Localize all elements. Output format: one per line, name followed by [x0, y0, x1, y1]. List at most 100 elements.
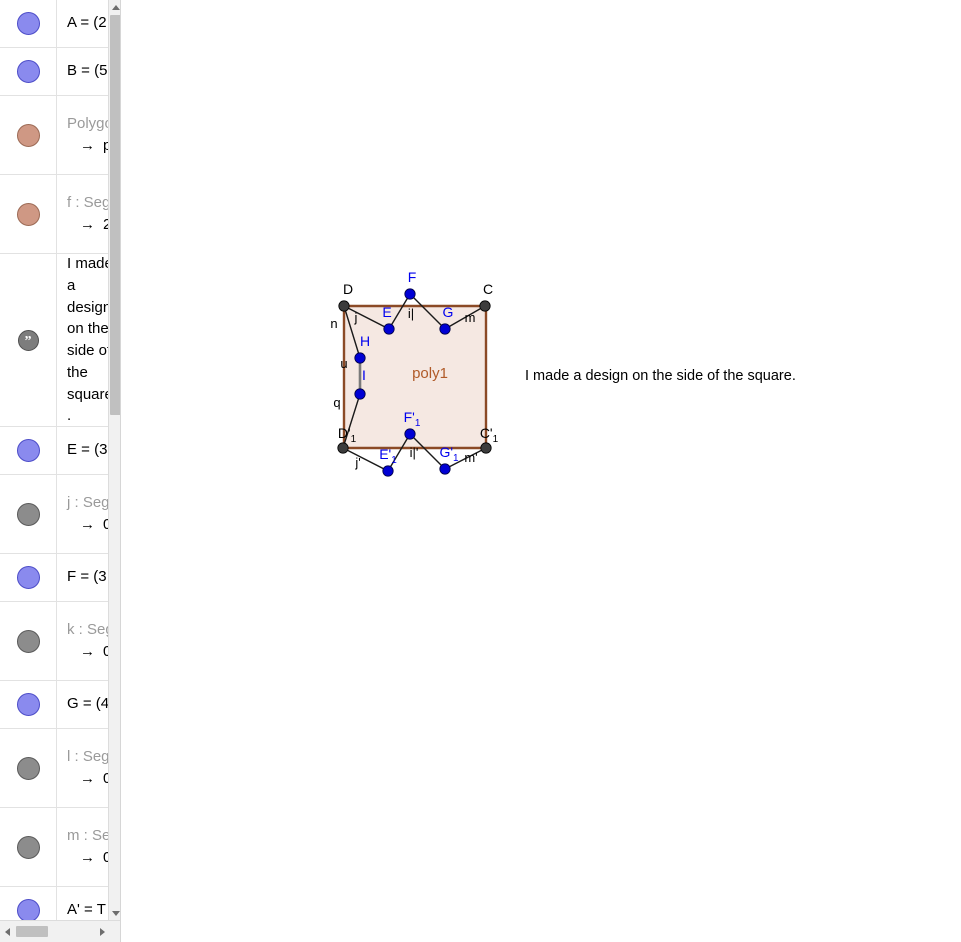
algebra-row[interactable]: m : Se→0 [0, 808, 108, 887]
point-C[interactable] [479, 300, 491, 312]
polygon-fill[interactable] [344, 306, 486, 448]
object-visibility-icon[interactable] [16, 566, 40, 589]
algebra-row[interactable]: f : Seg→2 [0, 175, 108, 254]
visibility-toggle-cell[interactable] [0, 554, 57, 601]
point-E[interactable] [383, 323, 395, 335]
segment-i[interactable] [388, 293, 411, 330]
point-Gp[interactable] [439, 463, 451, 475]
segment-label-ijp: i|' [410, 445, 419, 460]
algebra-row-content[interactable]: E = (3 [57, 435, 108, 465]
point-Ep[interactable] [382, 465, 394, 477]
point-H[interactable] [354, 352, 366, 364]
point-label-text: C' [480, 425, 493, 441]
object-visibility-icon[interactable] [16, 693, 40, 716]
algebra-row-content[interactable]: Polygo→p [57, 109, 108, 161]
point-Fp[interactable] [404, 428, 416, 440]
segment-m[interactable] [444, 305, 486, 330]
object-visibility-icon[interactable] [16, 439, 40, 462]
graphics-view-panel[interactable]: poly1 n j i| m u q j' i|' m' D C D'1 C'1 E F G H I E'1 F'1 G'… [122, 0, 961, 942]
horizontal-scrollbar-thumb[interactable] [16, 926, 48, 937]
visibility-toggle-cell[interactable] [0, 96, 57, 174]
object-visibility-icon[interactable] [16, 502, 40, 526]
algebra-row-content[interactable]: l : Seg→0 [57, 742, 108, 794]
algebra-row-content[interactable]: j : Seg→0 [57, 488, 108, 540]
point-D[interactable] [338, 300, 350, 312]
object-visibility-icon[interactable] [16, 60, 40, 83]
point-Cp[interactable] [480, 442, 492, 454]
point-Dp[interactable] [337, 442, 349, 454]
algebra-row[interactable]: j : Seg→0 [0, 475, 108, 554]
text-object-icon[interactable] [17, 329, 39, 351]
algebra-definition: F = (3 [67, 568, 107, 586]
object-visibility-icon[interactable] [16, 123, 40, 147]
algebra-row-content[interactable]: G = (4 [57, 689, 108, 719]
triangle-left-icon [4, 927, 10, 936]
object-visibility-icon[interactable] [16, 756, 40, 780]
algebra-row[interactable]: A' = T [0, 887, 108, 920]
visibility-toggle-cell[interactable] [0, 254, 57, 426]
visibility-toggle-cell[interactable] [0, 475, 57, 553]
scroll-right-button[interactable] [95, 921, 109, 942]
arrow-right-icon: → [80, 137, 95, 154]
object-visibility-icon[interactable] [16, 835, 40, 859]
point-label-Gp: G'1 [439, 444, 459, 464]
point-label-Dp: D'1 [338, 425, 357, 445]
algebra-row[interactable]: B = (5 [0, 48, 108, 96]
point-label-text: D [343, 281, 353, 297]
segment-ij-prime[interactable] [409, 433, 446, 470]
algebra-row-content[interactable]: B = (5 [57, 56, 108, 86]
point-G[interactable] [439, 323, 451, 335]
algebra-row[interactable]: Polygo→p [0, 96, 108, 175]
scroll-down-button[interactable] [109, 906, 120, 920]
visibility-toggle-cell[interactable] [0, 427, 57, 474]
visibility-toggle-cell[interactable] [0, 175, 57, 253]
algebra-row-content[interactable]: k : Seg→0 [57, 615, 108, 667]
algebra-row-content[interactable]: F = (3 [57, 562, 108, 592]
algebra-row[interactable]: F = (3 [0, 554, 108, 602]
segment-j-prime[interactable] [342, 447, 389, 472]
algebra-row-content[interactable]: A = (2 [57, 8, 108, 38]
segment-n-design[interactable] [343, 305, 361, 359]
algebra-value: →p [67, 135, 108, 157]
segment-label-ij: i| [408, 306, 414, 321]
segment-j[interactable] [343, 305, 390, 330]
algebra-row-content[interactable]: f : Seg→2 [57, 188, 108, 240]
segment-i-prime[interactable] [387, 433, 411, 472]
algebra-row-content[interactable]: I made a design on the side of the squar… [57, 254, 108, 426]
point-F[interactable] [404, 288, 416, 300]
visibility-toggle-cell[interactable] [0, 808, 57, 886]
visibility-toggle-cell[interactable] [0, 729, 57, 807]
object-visibility-icon[interactable] [16, 202, 40, 226]
object-visibility-icon[interactable] [16, 899, 40, 920]
vertical-scrollbar-thumb[interactable] [110, 15, 120, 415]
algebra-definition: f : Seg [67, 193, 108, 211]
scroll-left-button[interactable] [0, 921, 14, 942]
point-I[interactable] [354, 388, 366, 400]
algebra-definition: I made a design on the side of the squar… [67, 255, 108, 425]
algebra-row[interactable]: E = (3 [0, 427, 108, 475]
visibility-toggle-cell[interactable] [0, 602, 57, 680]
visibility-toggle-cell[interactable] [0, 681, 57, 728]
segment-m-prime[interactable] [444, 447, 487, 470]
algebra-row[interactable]: l : Seg→0 [0, 729, 108, 808]
object-visibility-icon[interactable] [16, 12, 40, 35]
algebra-horizontal-scrollbar[interactable] [0, 920, 120, 942]
algebra-row[interactable]: G = (4 [0, 681, 108, 729]
point-label-text: G [443, 304, 454, 320]
algebra-row[interactable]: I made a design on the side of the squar… [0, 254, 108, 427]
algebra-row[interactable]: k : Seg→0 [0, 602, 108, 681]
algebra-vertical-scrollbar[interactable] [108, 0, 120, 920]
algebra-row-content[interactable]: A' = T [57, 895, 108, 920]
construction-note-text: I made a design on the side of the squar… [525, 368, 796, 384]
segment-q-design[interactable] [342, 393, 361, 449]
scroll-up-button[interactable] [109, 0, 120, 14]
visibility-toggle-cell[interactable] [0, 887, 57, 920]
segment-ij[interactable] [409, 293, 446, 330]
algebra-row-content[interactable]: m : Se→0 [57, 821, 108, 873]
algebra-row[interactable]: A = (2 [0, 0, 108, 48]
visibility-toggle-cell[interactable] [0, 48, 57, 95]
object-visibility-icon[interactable] [16, 629, 40, 653]
visibility-toggle-cell[interactable] [0, 0, 57, 47]
point-label-G: G [443, 304, 454, 320]
